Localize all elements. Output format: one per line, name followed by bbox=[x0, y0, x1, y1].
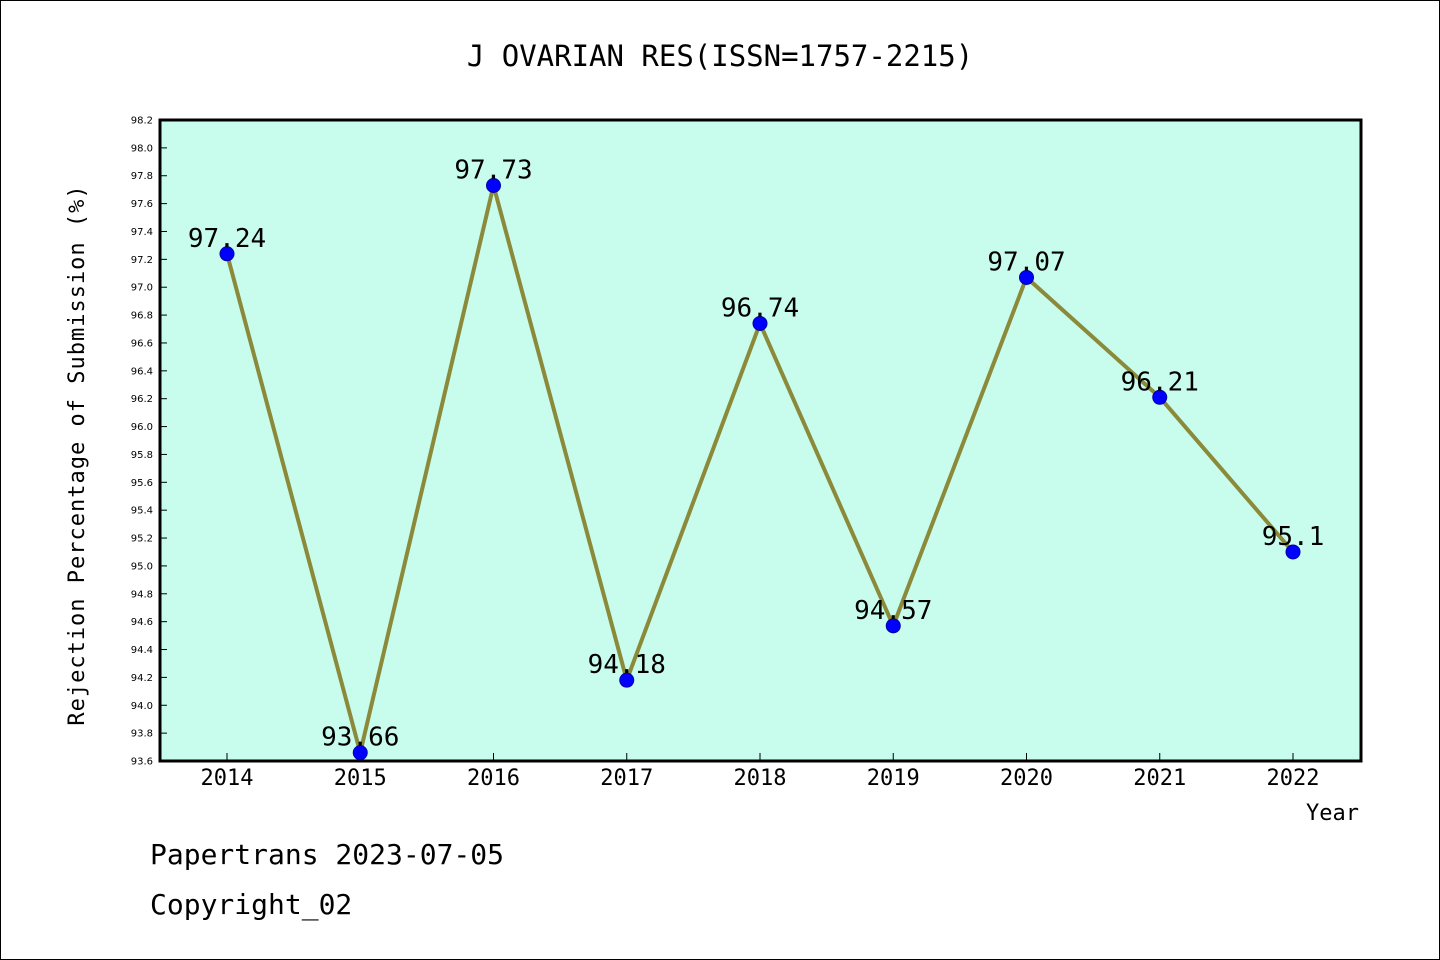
data-label-2018: 96.74 bbox=[721, 293, 799, 323]
data-point-2014 bbox=[219, 246, 235, 262]
x-tick-label: 2017 bbox=[600, 766, 653, 791]
y-axis-label: Rejection Percentage of Submission (%) bbox=[65, 184, 90, 725]
y-tick-label: 96.0 bbox=[131, 422, 153, 433]
plot-area bbox=[158, 118, 1363, 763]
y-tick-label: 95.6 bbox=[131, 478, 153, 489]
y-tick-label: 93.8 bbox=[131, 729, 153, 740]
y-axis-ticks: 93.6 93.8 94.0 94.2 94.4 94.6 94.8 95.0 95.2 95.4… bbox=[131, 116, 167, 768]
data-label-2021: 96.21 bbox=[1121, 367, 1199, 397]
y-tick-label: 97.0 bbox=[131, 283, 153, 294]
data-label-2015: 93.66 bbox=[321, 723, 399, 753]
y-tick-label: 96.6 bbox=[131, 338, 153, 349]
footer-copyright: Copyright_02 bbox=[150, 888, 352, 922]
data-point-2022 bbox=[1285, 544, 1301, 560]
data-point-2017 bbox=[619, 672, 635, 688]
y-tick-label: 93.6 bbox=[131, 757, 153, 768]
data-label-2020: 97.07 bbox=[987, 247, 1065, 277]
x-tick-label: 2022 bbox=[1267, 766, 1320, 791]
data-point-2020 bbox=[1019, 269, 1034, 285]
data-point-2021 bbox=[1152, 389, 1168, 405]
y-tick-label: 95.8 bbox=[131, 450, 153, 461]
y-tick-label: 97.4 bbox=[131, 227, 153, 238]
x-tick-label: 2015 bbox=[334, 766, 387, 791]
x-tick-label: 2019 bbox=[867, 766, 920, 791]
x-tick-label: 2021 bbox=[1133, 766, 1186, 791]
y-tick-label: 96.8 bbox=[131, 311, 153, 322]
y-tick-label: 97.2 bbox=[131, 255, 153, 266]
data-label-2019: 94.57 bbox=[854, 596, 932, 626]
data-label-2017: 94.18 bbox=[588, 650, 666, 680]
x-tick-label: 2018 bbox=[734, 766, 787, 791]
series-group bbox=[219, 177, 1301, 761]
data-point-2016 bbox=[486, 177, 501, 193]
y-tick-label: 95.0 bbox=[131, 561, 153, 572]
x-tick-label: 2020 bbox=[1000, 766, 1053, 791]
footer-date: Papertrans 2023-07-05 bbox=[150, 838, 504, 871]
data-point-2018 bbox=[752, 315, 768, 331]
y-tick-label: 96.4 bbox=[131, 366, 153, 377]
y-tick-label: 96.2 bbox=[131, 394, 153, 405]
data-point-2015 bbox=[352, 745, 368, 761]
y-tick-label: 94.0 bbox=[131, 701, 153, 712]
y-tick-label: 95.4 bbox=[131, 506, 153, 517]
y-tick-label: 95.2 bbox=[131, 534, 153, 545]
data-label-2022: 95.1 bbox=[1262, 522, 1325, 552]
y-tick-label: 97.6 bbox=[131, 199, 153, 210]
y-tick-label: 98.0 bbox=[131, 143, 153, 154]
x-axis-label: Year bbox=[1306, 801, 1359, 826]
data-point-2019 bbox=[885, 618, 901, 634]
chart-title: J OVARIAN RES(ISSN=1757-2215) bbox=[467, 39, 973, 73]
x-tick-label: 2016 bbox=[467, 766, 520, 791]
y-tick-label: 98.2 bbox=[131, 116, 153, 127]
x-axis-ticks: 2014 2015 2016 2017 2018 2019 2020 2021 2022 bbox=[201, 753, 1320, 791]
y-tick-label: 94.6 bbox=[131, 617, 153, 628]
data-labels: 97.24 93.66 97.73 94.18 96.74 94.57 97.07 96.21… bbox=[188, 155, 1324, 752]
y-tick-label: 94.2 bbox=[131, 673, 153, 684]
y-tick-label: 94.4 bbox=[131, 645, 153, 656]
y-tick-label: 94.8 bbox=[131, 589, 153, 600]
data-label-2016: 97.73 bbox=[454, 155, 532, 185]
x-tick-label: 2014 bbox=[201, 766, 254, 791]
y-tick-label: 97.8 bbox=[131, 171, 153, 182]
data-label-2014: 97.24 bbox=[188, 224, 266, 254]
